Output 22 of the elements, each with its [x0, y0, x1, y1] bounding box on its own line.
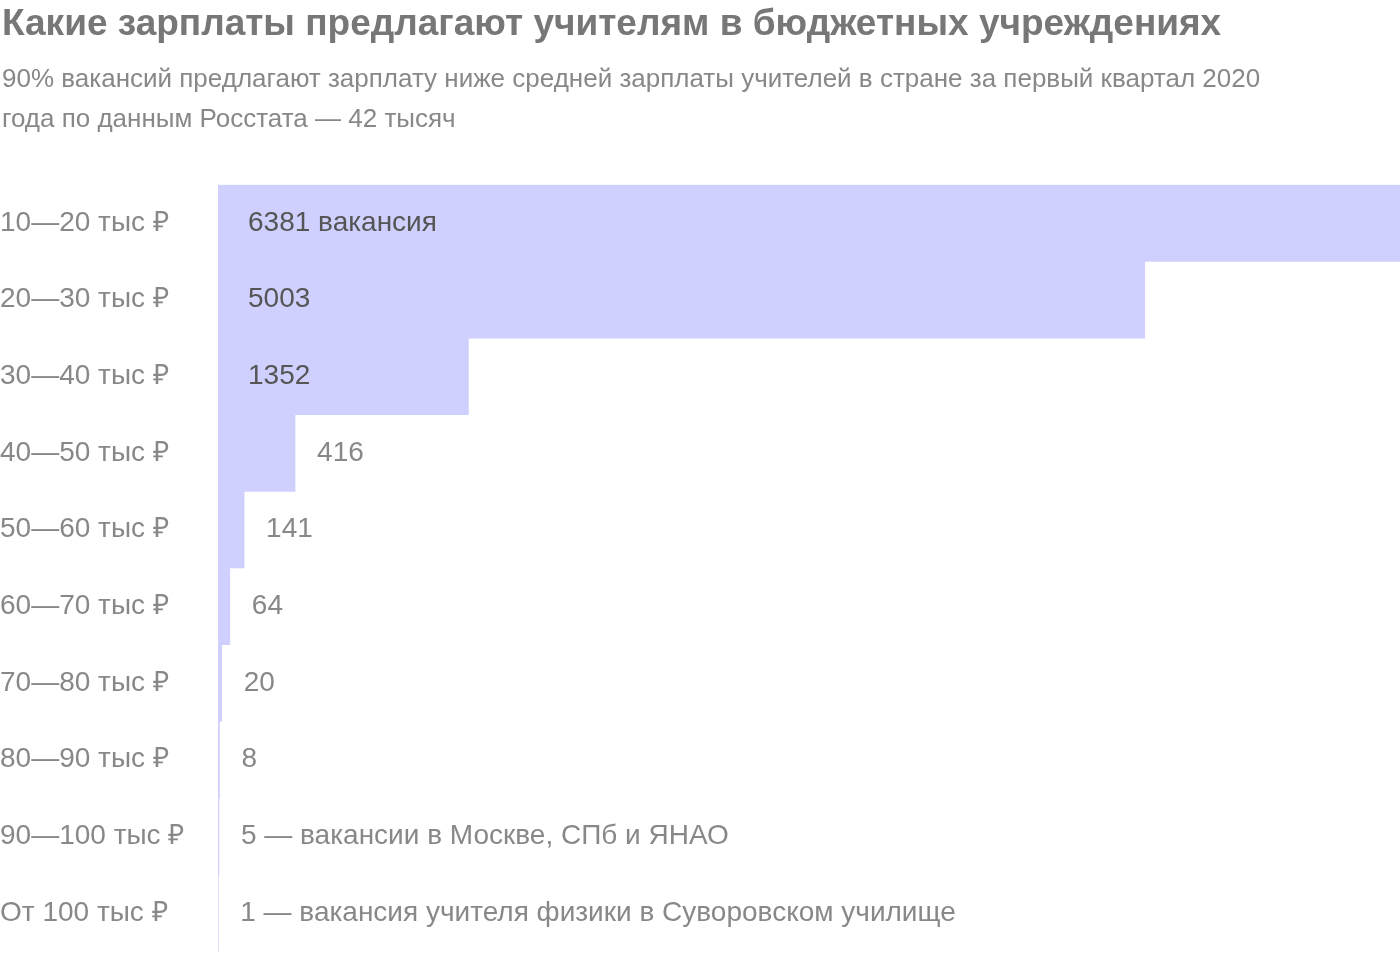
data-label: 6381 вакансия	[248, 205, 437, 237]
y-tick-label: 40—50 тыс ₽	[0, 435, 169, 467]
data-label: 5 — вакансии в Москве, СПб и ЯНАО	[240, 818, 729, 850]
data-label: 1 — вакансия учителя физики в Суворовском училище	[240, 895, 956, 927]
data-label: 8	[241, 742, 258, 774]
y-tick-label: 10—20 тыс ₽	[0, 205, 169, 237]
y-tick-label: От 100 тыс ₽	[0, 895, 168, 927]
data-label: 5003	[248, 282, 311, 314]
y-tick-label: 60—70 тыс ₽	[0, 589, 169, 621]
data-label: 64	[251, 589, 284, 621]
y-tick-label: 80—90 тыс ₽	[0, 742, 169, 774]
data-label: 416	[317, 435, 364, 467]
data-label: 141	[266, 512, 313, 544]
chart-title: Какие зарплаты предлагают учителям в бюджетных учреждениях	[2, 2, 1222, 44]
y-tick-label: 70—80 тыс ₽	[0, 665, 169, 697]
y-tick-label: 20—30 тыс ₽	[0, 282, 169, 314]
y-tick-label: 30—40 тыс ₽	[0, 359, 169, 391]
y-tick-label: 50—60 тыс ₽	[0, 512, 169, 544]
chart-subtitle: 90% вакансий предлагают зарплату ниже средней зарплаты учителей в стране за первый квартал 2020 года по данным Росстата — 42 тысяч	[2, 62, 1262, 135]
y-tick-label: 90—100 тыс ₽	[0, 818, 185, 850]
data-label: 20	[243, 665, 275, 697]
data-label: 1352	[248, 359, 311, 391]
